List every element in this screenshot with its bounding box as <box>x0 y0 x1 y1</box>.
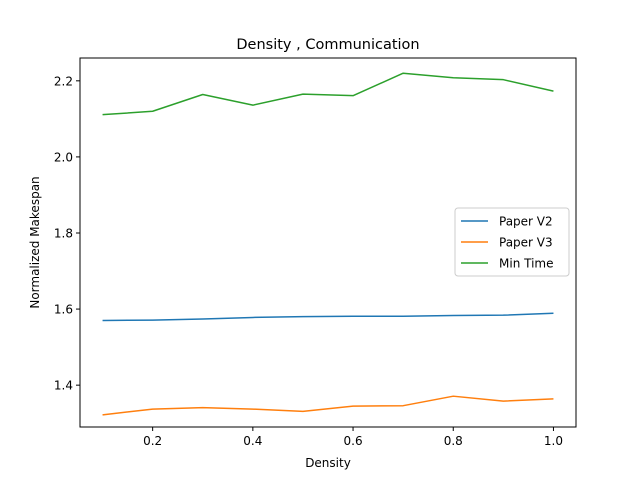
x-axis-title: Density <box>305 456 351 470</box>
y-axis-title: Normalized Makespan <box>28 176 42 308</box>
legend-label: Paper V2 <box>499 215 553 229</box>
y-tick-label: 1.6 <box>54 303 73 317</box>
x-tick-label: 0.2 <box>143 434 162 448</box>
x-tick-label: 1.0 <box>544 434 563 448</box>
x-tick-label: 0.6 <box>344 434 363 448</box>
y-tick-label: 1.4 <box>54 379 73 393</box>
legend-label: Min Time <box>499 257 553 271</box>
series-line-min-time <box>102 72 554 116</box>
y-tick-label: 2.2 <box>54 74 73 88</box>
x-tick-label: 0.8 <box>444 434 463 448</box>
y-tick-label: 2.0 <box>54 150 73 164</box>
x-axis: 0.2 0.4 0.6 0.8 1.0 <box>143 427 563 448</box>
legend-label: Paper V3 <box>499 236 553 250</box>
legend-box <box>454 207 570 277</box>
series-line-paper-v2 <box>102 312 554 322</box>
y-axis: 1.4 1.6 1.8 2.0 2.2 <box>54 74 80 393</box>
plot-frame <box>79 57 577 428</box>
y-tick-label: 1.8 <box>54 226 73 240</box>
x-tick-label: 0.4 <box>243 434 262 448</box>
chart-title: Density , Communication <box>236 37 419 53</box>
series-line-paper-v3 <box>102 395 554 416</box>
series-lines <box>102 72 554 416</box>
legend: Paper V2 Paper V3 Min Time <box>454 207 570 277</box>
